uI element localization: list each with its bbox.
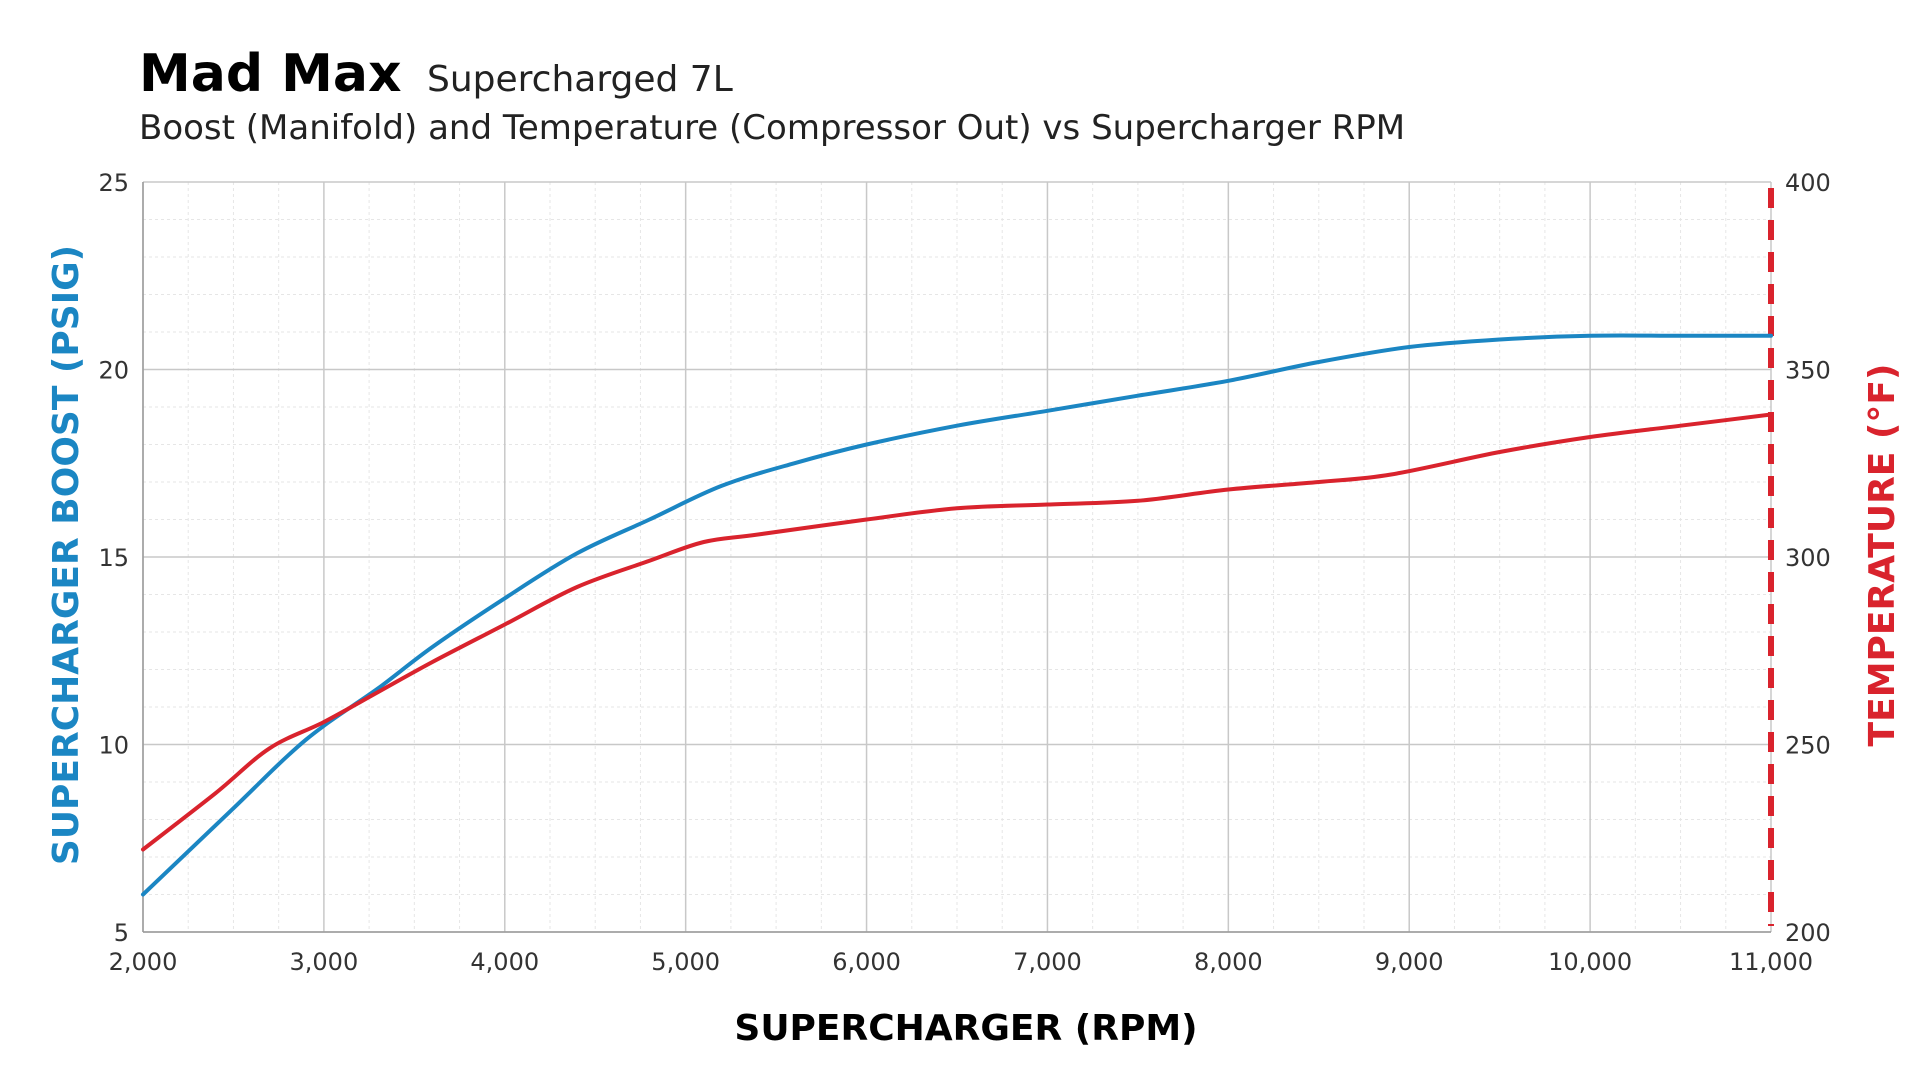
y-right-tick-label: 400 — [1785, 169, 1831, 197]
x-axis-label: SUPERCHARGER (RPM) — [734, 1008, 1197, 1049]
y-left-tick-label: 25 — [98, 169, 129, 197]
x-tick-label: 3,000 — [290, 948, 359, 976]
y-left-tick-label: 10 — [98, 732, 129, 760]
axes — [142, 182, 1774, 933]
grid — [142, 181, 1772, 933]
tick-labels: 2,000 3,000 4,000 5,000 6,000 7,000 8,000 9,000… — [98, 169, 1830, 976]
y-axis-label-right: TEMPERATURE (°F) — [1862, 364, 1903, 747]
x-tick-label: 7,000 — [1013, 948, 1082, 976]
y-right-tick-label: 250 — [1785, 732, 1831, 760]
x-tick-label: 2,000 — [109, 948, 178, 976]
y-right-tick-label: 200 — [1785, 919, 1831, 947]
chart-subtitle: Supercharged 7L — [427, 59, 733, 100]
x-tick-label: 4,000 — [470, 948, 539, 976]
y-right-tick-label: 350 — [1785, 357, 1831, 385]
x-tick-label: 11,000 — [1729, 948, 1813, 976]
series-group — [141, 333, 1773, 897]
x-tick-label: 5,000 — [651, 948, 720, 976]
y-right-tick-label: 300 — [1785, 544, 1831, 572]
chart-title: Mad Max — [139, 44, 402, 104]
x-tick-label: 6,000 — [832, 948, 901, 976]
y-left-tick-label: 15 — [98, 544, 129, 572]
y-left-tick-label: 5 — [114, 919, 129, 947]
x-tick-label: 9,000 — [1375, 948, 1444, 976]
series-line-temperature — [141, 412, 1773, 852]
x-tick-label: 8,000 — [1194, 948, 1263, 976]
y-left-tick-label: 20 — [98, 357, 129, 385]
y-axis-label-left: SUPERCHARGER BOOST (PSIG) — [46, 245, 87, 865]
x-tick-label: 10,000 — [1548, 948, 1632, 976]
chart-subtitle-2: Boost (Manifold) and Temperature (Compre… — [139, 108, 1405, 148]
